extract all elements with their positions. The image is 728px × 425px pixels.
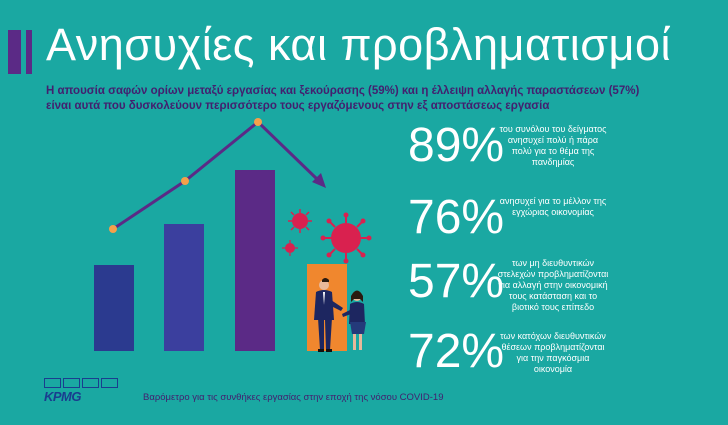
stat-description: των μη διευθυντικών στελεχών προβληματίζ… [468,258,638,313]
stat-desc-line: των κατόχων διευθυντικών [500,331,606,341]
stat-desc-line: στελεχών προβληματίζονται [497,269,609,279]
trend-dot-2 [181,177,189,185]
subtitle-line-2: είναι αυτά που δυσκολεύουν περισσότερο τ… [46,100,550,112]
kpmg-logo-text: KPMG [44,389,82,404]
business-woman-icon [342,290,366,350]
title-accent-bar [8,30,21,74]
stat-desc-line: πολύ για το θέμα της [511,146,595,156]
title-accent-bar-thin [26,30,32,74]
stat-description: των κατόχων διευθυντικών θέσεων προβλημα… [468,331,638,375]
page-subtitle: Η απουσία σαφών ορίων μεταξύ εργασίας κα… [46,84,706,114]
stat-value: 76% [408,191,505,244]
virus-icon-small [282,240,298,256]
stat-desc-line: εγχώριας οικονομίας [512,207,594,217]
stat-desc-line: ανησυχεί πολύ ή πάρα [507,135,599,145]
trend-line [112,119,320,231]
trend-dot-1 [109,225,117,233]
stat-desc-line: θέσεων προβληματίζονται [501,342,605,352]
stat-desc-line: των μη διευθυντικών [512,258,594,268]
illustration-bar-2 [164,224,204,351]
business-man-icon [314,278,343,352]
stat-description: ανησυχεί για το μέλλον της εγχώριας οικο… [468,196,638,218]
stat-desc-line: ανησυχεί για το μέλλον της [499,196,607,206]
stat-desc-line: για την παγκόσμια [516,353,590,363]
trend-dot-3 [254,118,262,126]
subtitle-line-1: Η απουσία σαφών ορίων μεταξύ εργασίας κα… [46,85,640,97]
stat-desc-line: του συνόλου του δείγματος [499,124,607,134]
footer-caption: Βαρόμετρο για τις συνθήκες εργασίας στην… [143,392,444,403]
stat-description: του συνόλου του δείγματος ανησυχεί πολύ … [468,124,638,168]
stat-value: 57% [408,255,505,308]
stat-desc-line: τους κατάσταση και το [508,291,598,301]
virus-icon-large [320,212,372,264]
stat-desc-line: πανδημίας [531,157,575,167]
virus-icon-medium [288,209,312,233]
illustration-bar-3 [235,170,275,351]
trend-arrow-head [312,173,326,188]
kpmg-logo-boxes [44,378,120,388]
stat-desc-line: βιοτικό τους επίπεδο [511,302,595,312]
illustration-bar-1 [94,265,134,351]
page-title: Ανησυχίες και προβληματισμοί [46,19,671,70]
stat-desc-line: οικονομία [533,364,573,374]
stat-value: 89% [408,119,505,172]
stat-value: 72% [408,325,505,378]
stat-desc-line: για αλλαγή στην οικονομική [498,280,608,290]
kpmg-logo: KPMG [44,378,120,408]
